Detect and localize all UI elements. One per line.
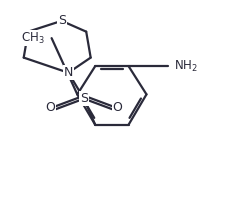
Text: O: O <box>112 101 122 114</box>
Text: O: O <box>45 101 55 114</box>
Text: CH$_3$: CH$_3$ <box>21 31 45 46</box>
Text: S: S <box>57 14 65 27</box>
Text: S: S <box>80 92 88 105</box>
Text: N: N <box>63 66 73 79</box>
Text: NH$_2$: NH$_2$ <box>174 59 197 74</box>
